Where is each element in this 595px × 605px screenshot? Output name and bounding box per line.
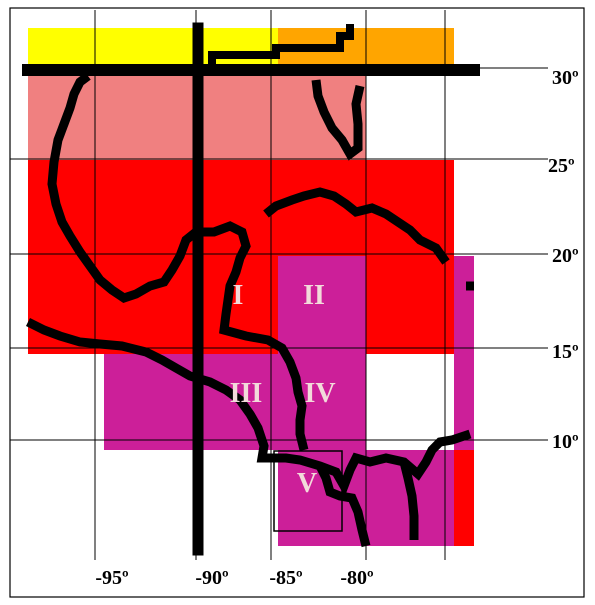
lat-label-10: 10º	[552, 431, 579, 453]
top-right-step	[208, 24, 354, 67]
red-band-lower-right	[454, 450, 474, 546]
central-america-outline	[25, 317, 472, 497]
lat-label-25: 25º	[548, 155, 575, 177]
lower-outline-2	[399, 460, 419, 540]
lon-label-85: -85º	[269, 567, 303, 589]
boundary-lines	[22, 22, 480, 556]
zone-label-iii: III	[230, 378, 263, 409]
magenta-band-upper-right	[278, 256, 366, 354]
caribbean-outline	[263, 187, 450, 265]
zone-label-i: I	[233, 280, 244, 311]
lat-label-20: 20º	[552, 245, 579, 267]
coastline-outlines	[25, 72, 474, 548]
florida-outline	[311, 79, 365, 161]
magenta-band-right-edge	[454, 256, 474, 450]
lon-label-90: -90º	[195, 567, 229, 589]
yellow-band	[28, 28, 278, 68]
lower-outline	[315, 463, 371, 548]
longitude-labels: -95º -90º -85º -80º	[95, 567, 374, 589]
latitude-labels: 30º 25º 20º 15º 10º	[548, 67, 579, 453]
zone-label-ii: II	[303, 280, 325, 311]
magenta-band-middle	[104, 354, 366, 450]
lat-label-30: 30º	[552, 67, 579, 89]
lon-label-95: -95º	[95, 567, 129, 589]
lon-label-80: -80º	[340, 567, 374, 589]
zone-labels: I II III IV V	[230, 280, 336, 499]
zone-label-iv: IV	[304, 378, 335, 409]
zone-label-v: V	[297, 468, 317, 499]
lat-label-15: 15º	[552, 341, 579, 363]
gulf-outline	[47, 72, 309, 452]
zone-v-box	[273, 450, 343, 532]
